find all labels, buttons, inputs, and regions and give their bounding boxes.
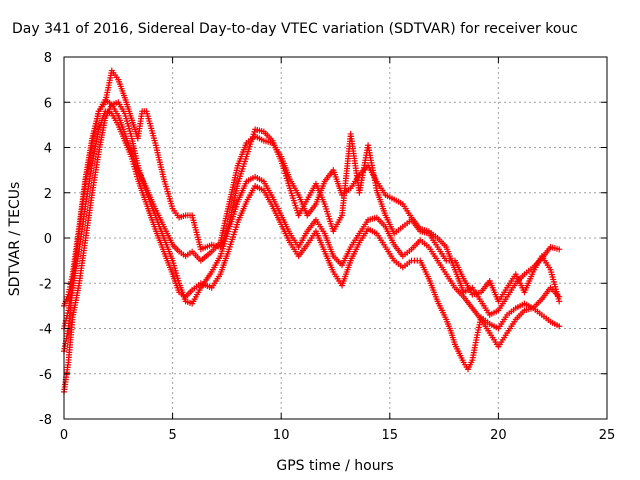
y-tick-label: -6 [39, 368, 52, 383]
y-tick-label: -8 [39, 413, 52, 428]
x-tick-label: 5 [168, 428, 176, 443]
x-tick-label: 25 [599, 428, 616, 443]
y-tick-label: 6 [44, 96, 52, 111]
data-point-marker [556, 323, 563, 330]
y-axis-label: SDTVAR / TECUs [7, 182, 23, 297]
x-tick-label: 20 [490, 428, 507, 443]
x-tick-label: 15 [382, 428, 399, 443]
data-markers [61, 67, 563, 395]
y-tick-label: 4 [44, 142, 52, 157]
axis-ticks: 0 5 10 15 20 25 -8 -6 -4 -2 0 2 4 6 8 [39, 51, 615, 443]
y-tick-label: 2 [44, 187, 52, 202]
y-tick-label: -2 [39, 277, 52, 292]
series-track-4 [61, 67, 563, 309]
chart-title: Day 341 of 2016, Sidereal Day-to-day VTE… [12, 21, 578, 37]
data-point-marker [556, 246, 563, 253]
data-point-marker [556, 298, 563, 305]
y-tick-label: -4 [39, 323, 52, 338]
y-tick-label: 0 [44, 232, 52, 247]
x-axis-label: GPS time / hours [276, 458, 393, 474]
y-tick-label: 8 [44, 51, 52, 66]
x-tick-label: 10 [273, 428, 290, 443]
x-tick-label: 0 [60, 428, 68, 443]
